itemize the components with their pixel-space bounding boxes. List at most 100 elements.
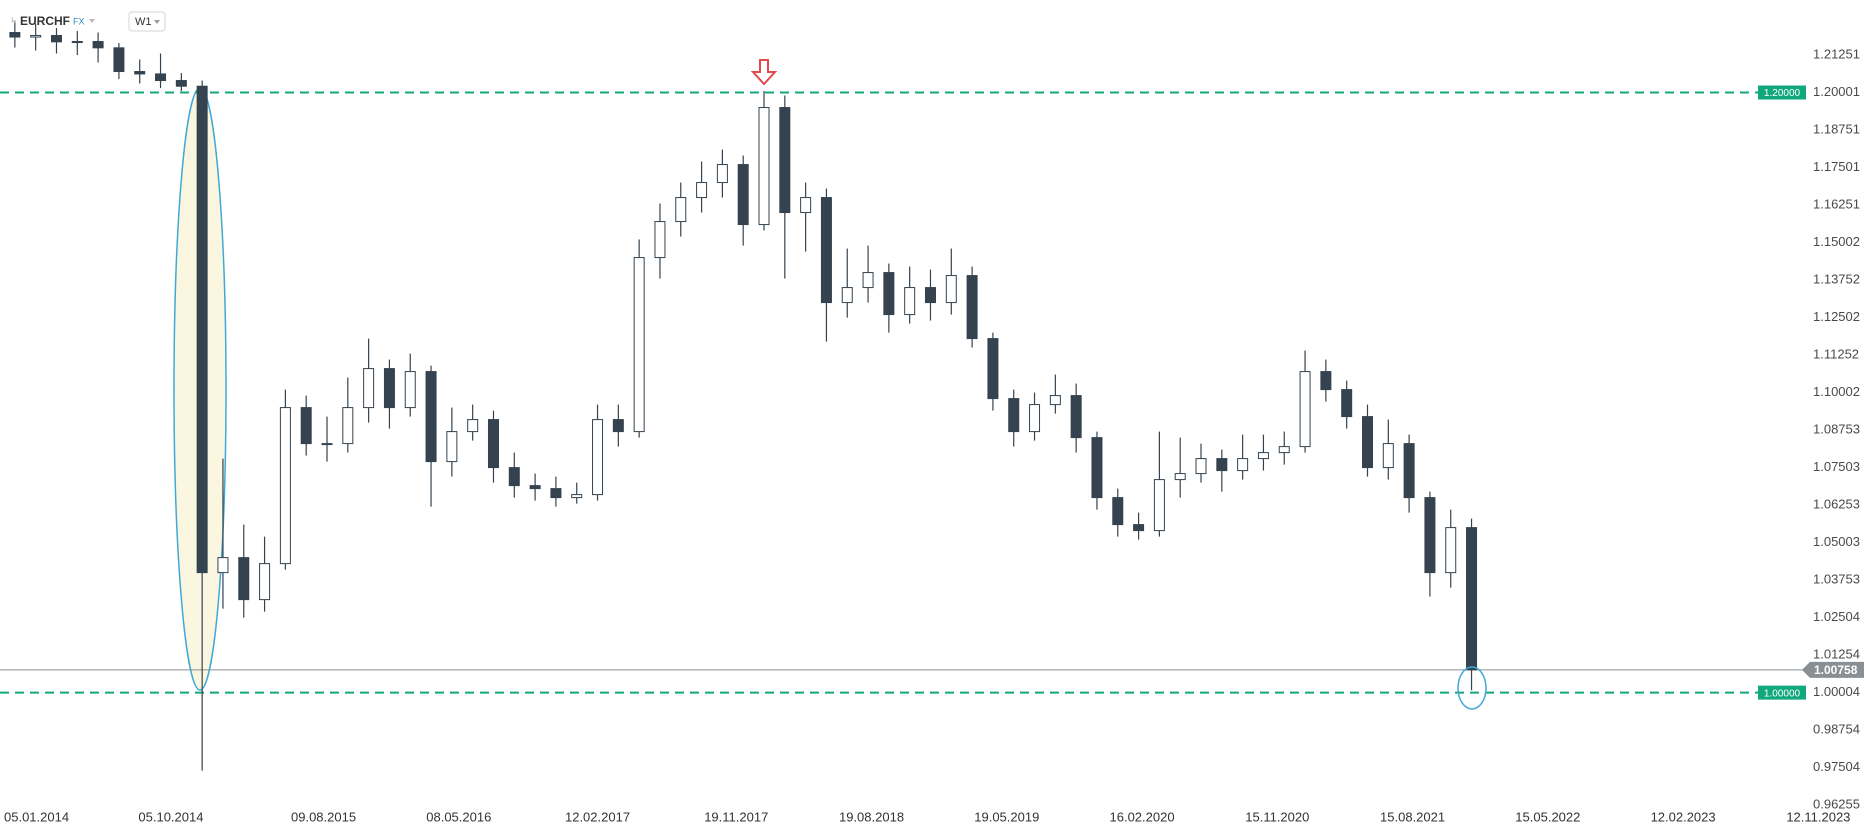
candle-body: [945, 275, 957, 304]
y-tick-label: 1.08753: [1813, 421, 1860, 436]
candle: [1029, 392, 1041, 441]
y-tick-label: 1.05003: [1813, 534, 1860, 549]
candle: [383, 359, 395, 429]
candle: [779, 95, 791, 279]
candle: [1153, 431, 1165, 537]
candle-body: [1445, 527, 1457, 574]
candle-body: [1299, 371, 1311, 448]
candle-body: [737, 164, 749, 226]
candle-body: [446, 431, 458, 463]
candle-body: [155, 73, 167, 82]
candle-body: [1341, 389, 1353, 418]
y-tick-label: 1.16251: [1813, 196, 1860, 211]
candle: [800, 182, 812, 252]
candle-body: [50, 35, 62, 43]
y-tick-label: 1.17501: [1813, 159, 1860, 174]
candle-body: [633, 257, 645, 433]
level-label-box: [1758, 685, 1806, 700]
candle-body: [321, 443, 333, 446]
candle-body: [71, 41, 83, 44]
candle-body: [217, 557, 229, 574]
candle-body: [675, 197, 687, 223]
y-tick-label: 1.07503: [1813, 459, 1860, 474]
candle: [1403, 434, 1415, 513]
interval-label[interactable]: W1: [135, 16, 152, 28]
candle-body: [1008, 398, 1020, 433]
x-tick-label: 16.02.2020: [1110, 809, 1175, 824]
candle: [987, 332, 999, 411]
candle: [175, 73, 187, 92]
x-tick-label: 08.05.2016: [426, 809, 491, 824]
y-tick-label: 0.96255: [1813, 796, 1860, 811]
candle: [71, 31, 83, 56]
candle: [92, 32, 104, 63]
dropdown-caret[interactable]: [89, 19, 95, 23]
candle-body: [904, 287, 916, 316]
candle-body: [1112, 497, 1124, 526]
symbol-name[interactable]: EURCHF: [20, 14, 70, 28]
candle-body: [342, 407, 354, 445]
x-tick-label: 15.05.2022: [1515, 809, 1580, 824]
candle: [945, 248, 957, 315]
candle-body: [1382, 443, 1394, 469]
candle: [1174, 437, 1186, 498]
candle-body: [1091, 437, 1103, 499]
interval-selector[interactable]: [128, 11, 166, 32]
candle-body: [1174, 473, 1186, 481]
peak-arrow: [750, 59, 778, 86]
candle: [1070, 383, 1082, 453]
candle: [30, 23, 42, 51]
dropdown-caret[interactable]: [154, 20, 160, 24]
candle: [363, 338, 375, 423]
candle: [737, 155, 749, 246]
candle-body: [487, 419, 499, 469]
candle-body: [696, 182, 708, 199]
x-tick-label: 12.02.2023: [1651, 809, 1716, 824]
candle: [300, 395, 312, 456]
candle-body: [800, 197, 812, 214]
candle-body: [9, 32, 21, 38]
candle-body: [841, 287, 853, 304]
level-label: 1.20000: [1764, 88, 1801, 99]
candle-body: [1029, 404, 1041, 433]
y-tick-label: 1.02504: [1813, 609, 1860, 624]
candle: [50, 28, 62, 54]
candle-body: [113, 47, 125, 73]
candle: [113, 43, 125, 80]
candle: [633, 239, 645, 438]
candle-body: [820, 197, 832, 304]
candle-body: [1320, 371, 1332, 391]
candle: [238, 524, 250, 618]
candle: [966, 266, 978, 348]
candle: [696, 161, 708, 213]
candle-body: [92, 41, 104, 49]
candle: [529, 473, 541, 501]
candle: [1237, 434, 1249, 480]
candle: [321, 416, 333, 462]
candle: [342, 377, 354, 453]
market-tag: FX: [73, 16, 85, 26]
candle: [758, 91, 770, 231]
candle-body: [1195, 458, 1207, 475]
x-tick-label: 19.08.2018: [839, 809, 904, 824]
candle: [134, 59, 146, 84]
candle: [592, 404, 604, 501]
y-tick-label: 1.06253: [1813, 496, 1860, 511]
candle: [1341, 380, 1353, 429]
x-tick-label: 19.05.2019: [974, 809, 1039, 824]
candle-body: [758, 107, 770, 226]
candle-body: [383, 368, 395, 409]
candle-body: [196, 85, 208, 574]
highlight-ellipse: [1457, 666, 1487, 710]
candle: [904, 266, 916, 324]
candle: [550, 476, 562, 507]
x-tick-label: 15.11.2020: [1245, 809, 1309, 824]
candle: [279, 389, 291, 570]
last-price-label: 1.00758: [1814, 663, 1858, 677]
candle-body: [550, 488, 562, 499]
candle: [487, 410, 499, 483]
candle: [217, 458, 229, 609]
candle: [1091, 431, 1103, 510]
candle-body: [612, 419, 624, 433]
